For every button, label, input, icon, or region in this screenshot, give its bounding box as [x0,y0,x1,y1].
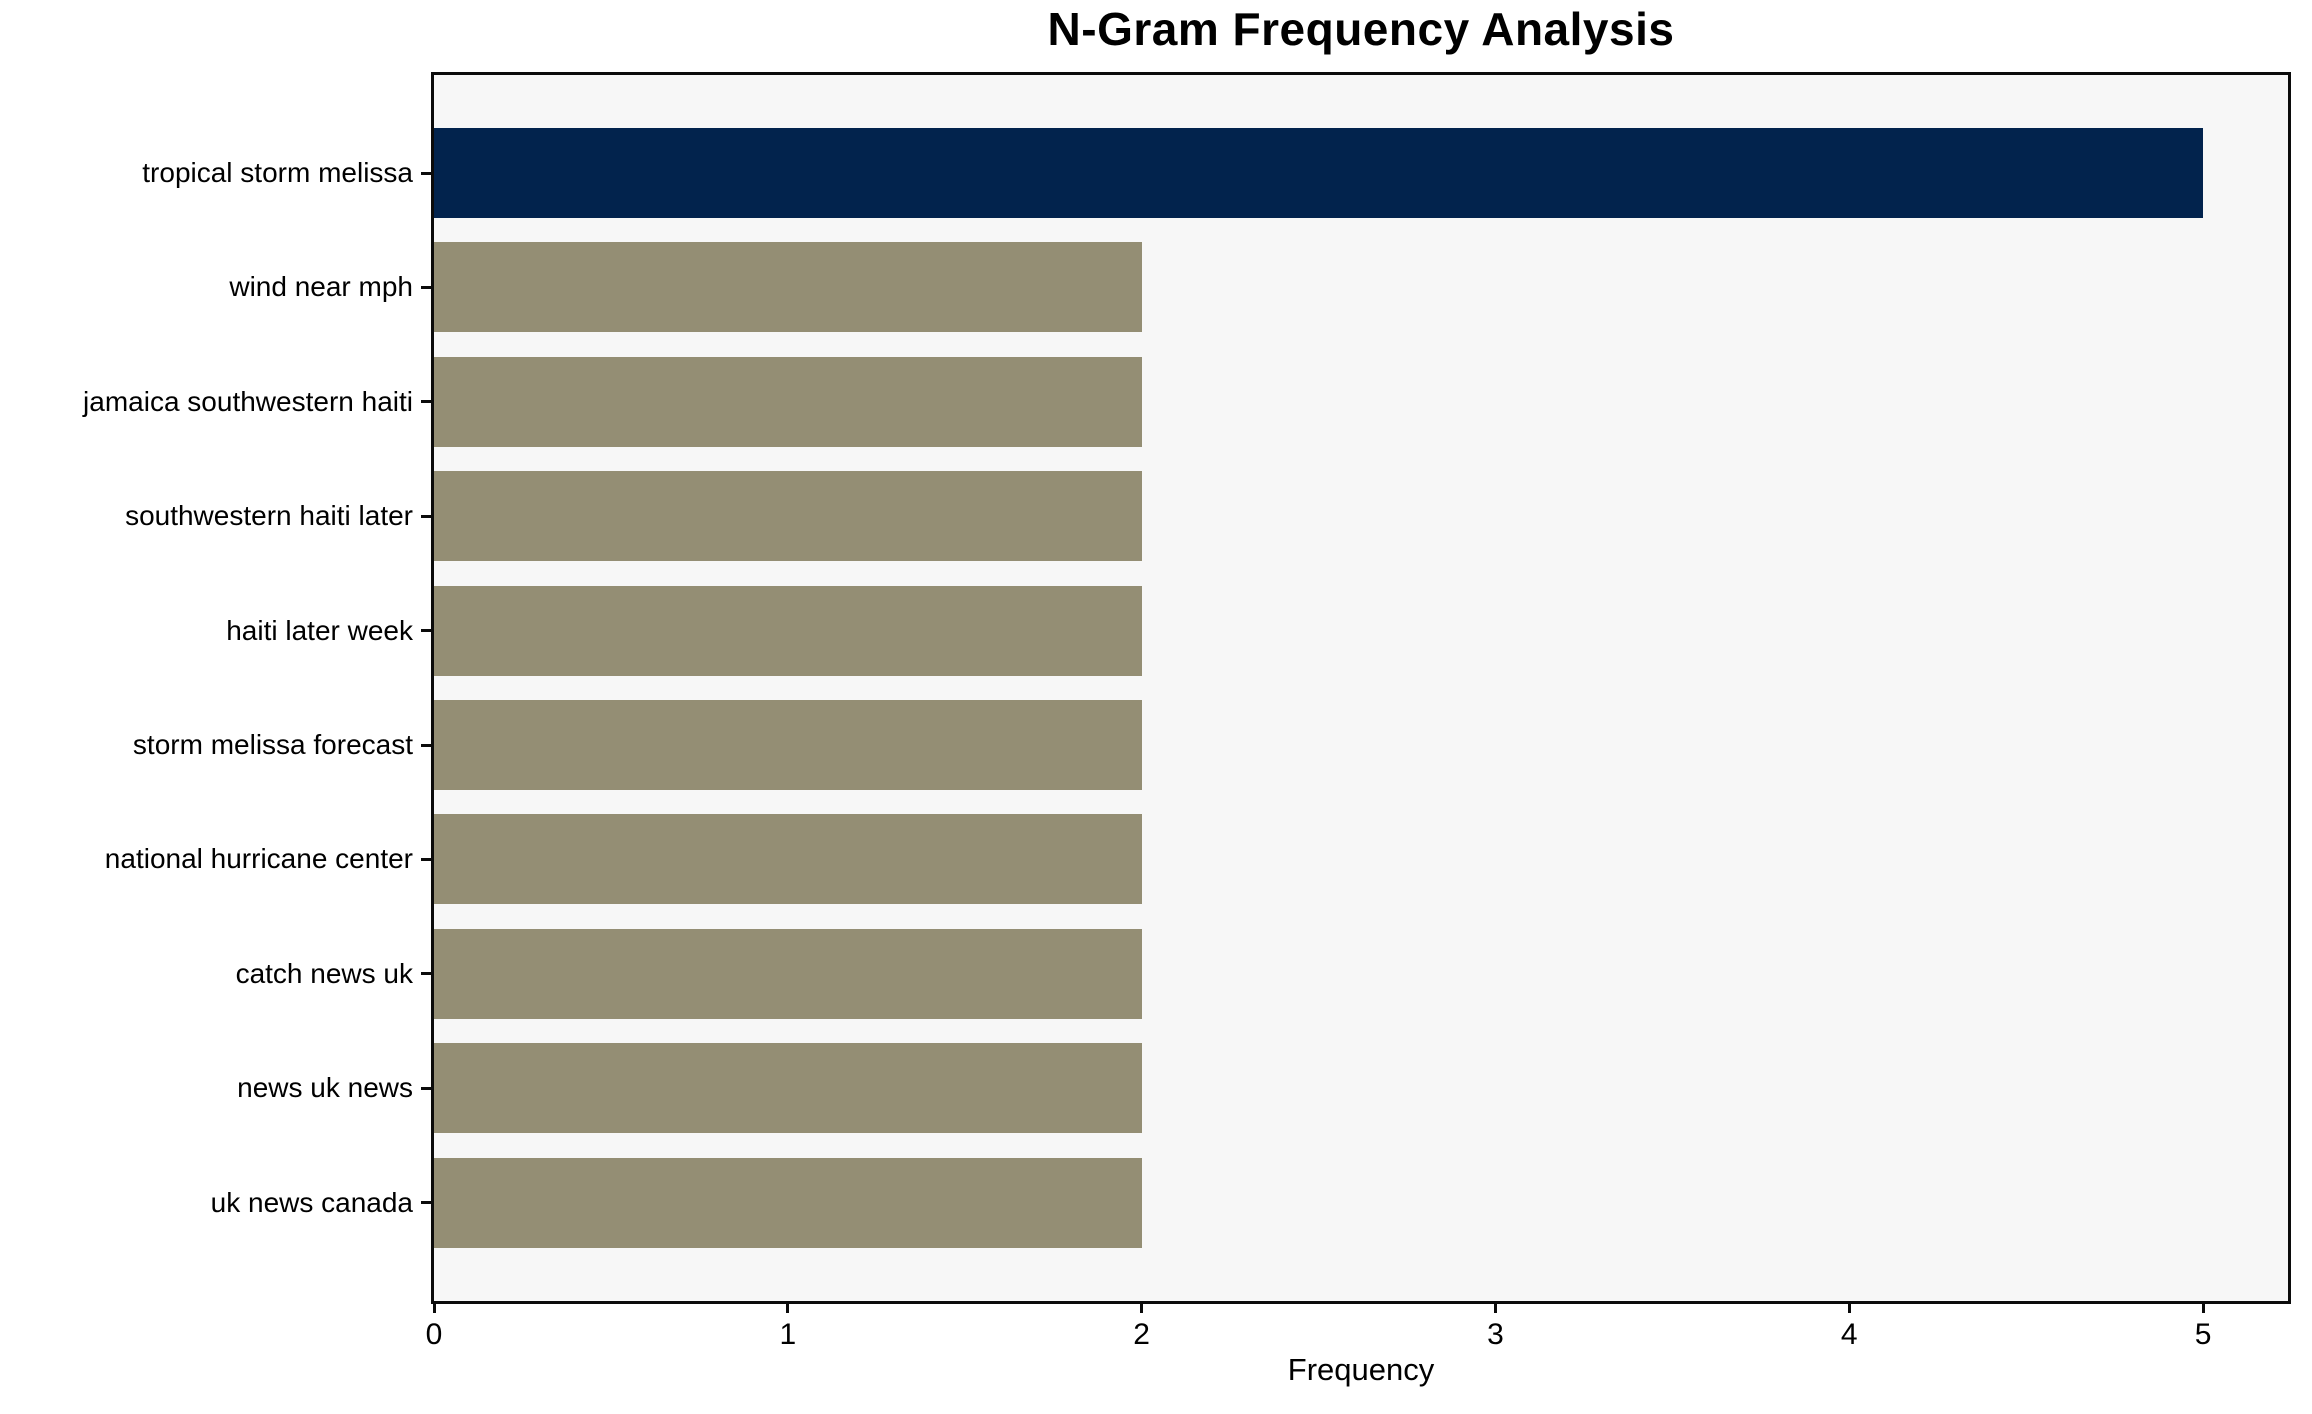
y-tick-label: southwestern haiti later [125,500,413,532]
x-tick-label: 5 [2194,1318,2212,1351]
y-tick-mark [421,1086,431,1090]
bar [434,1043,1142,1134]
plot-area [431,72,2291,1304]
y-tick-label: storm melissa forecast [132,729,413,760]
x-tick-mark [786,1304,790,1313]
y-tick-label: wind near mph [229,271,413,303]
y-tick-mark [421,400,431,404]
y-tick-label: catch news uk [235,957,413,989]
y-tick-mark [421,1201,431,1205]
bar [434,1157,1142,1248]
x-tick-label: 4 [1840,1318,1858,1351]
bar [434,928,1142,1019]
x-tick-mark [432,1304,436,1313]
y-tick-label: uk news canada [210,1186,413,1218]
x-tick-mark [1140,1304,1144,1313]
x-tick-mark [2201,1304,2205,1313]
y-tick-label: haiti later week [226,614,413,646]
chart-title: N-Gram Frequency Analysis [1047,3,1675,55]
y-tick-label: jamaica southwestern haiti [83,385,413,417]
y-tick-mark [421,171,431,175]
bar [434,471,1142,562]
y-tick-label: news uk news [237,1072,413,1104]
y-tick-mark [421,285,431,289]
y-tick-mark [421,857,431,861]
bar [434,128,2204,218]
y-tick-label: tropical storm melissa [142,157,413,188]
x-tick-label: 0 [425,1318,443,1351]
bar [434,814,1142,905]
x-axis-title: Frequency [1287,1352,1435,1387]
y-tick-mark [421,514,431,518]
y-tick-label: national hurricane center [104,843,413,875]
bar [434,242,1142,333]
bar [434,356,1142,447]
x-tick-label: 1 [779,1318,797,1351]
y-tick-mark [421,743,431,747]
y-tick-mark [421,629,431,633]
bar [434,700,1142,790]
y-tick-mark [421,972,431,976]
x-tick-mark [1847,1304,1851,1313]
x-tick-mark [1493,1304,1497,1313]
x-tick-label: 3 [1487,1318,1504,1351]
bar [434,585,1142,676]
x-tick-label: 2 [1133,1318,1150,1351]
